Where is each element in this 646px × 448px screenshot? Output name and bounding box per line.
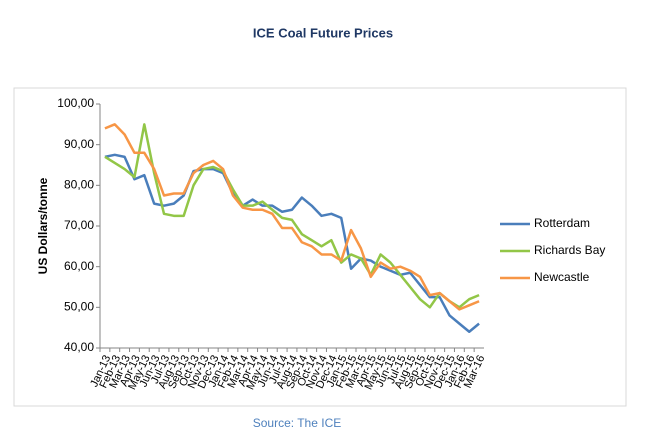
line-series: [104, 123, 480, 309]
legend-label: Newcastle: [534, 270, 590, 284]
line-series: [104, 123, 480, 311]
y-tick-label: 50,00: [64, 300, 94, 314]
y-tick-label: 70,00: [64, 218, 94, 232]
chart-title: ICE Coal Future Prices: [253, 25, 393, 40]
source: Source: The ICE: [253, 416, 342, 430]
y-tick-label: 100,00: [57, 96, 94, 110]
y-tick-label: 90,00: [64, 137, 94, 151]
line-series: [104, 153, 480, 333]
legend-label: Rotterdam: [534, 216, 590, 230]
legend-label: Richards Bay: [534, 243, 605, 257]
y-tick-label: 60,00: [64, 259, 94, 273]
chart-frame: [13, 87, 627, 407]
y-axis-label: US Dollars/tonne: [36, 177, 50, 274]
y-tick-label: 40,00: [64, 340, 94, 354]
y-tick-label: 80,00: [64, 178, 94, 192]
